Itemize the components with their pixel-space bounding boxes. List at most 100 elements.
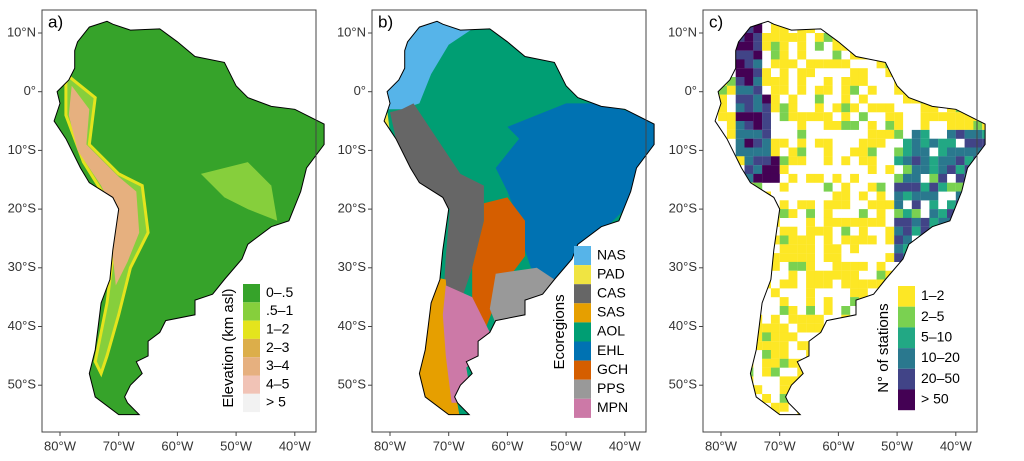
station-cell <box>744 173 754 183</box>
station-cell <box>947 129 956 139</box>
station-cell <box>823 253 833 262</box>
station-cell <box>788 147 798 157</box>
station-cell <box>973 147 983 157</box>
legend-swatch <box>898 327 915 349</box>
station-cell <box>823 279 833 289</box>
station-cell <box>744 314 754 324</box>
station-cell <box>920 261 930 271</box>
station-cell <box>894 129 904 139</box>
station-cell <box>911 173 921 183</box>
station-cell <box>858 279 868 289</box>
station-cell <box>929 209 939 218</box>
station-cell <box>955 288 965 298</box>
station-cell <box>806 235 815 245</box>
station-cell <box>885 235 895 245</box>
region <box>442 285 490 403</box>
station-cell <box>911 261 921 271</box>
station-cell <box>718 323 727 333</box>
station-cell <box>788 270 798 280</box>
station-cell <box>841 235 851 245</box>
station-cell <box>876 261 886 271</box>
y-tick-label: 20°S <box>8 201 37 216</box>
station-cell <box>841 121 851 130</box>
y-tick-label: 0° <box>24 83 36 98</box>
station-cell <box>982 209 986 218</box>
station-cell <box>715 376 719 386</box>
station-cell <box>982 121 986 130</box>
station-cell <box>715 191 719 201</box>
station-cell <box>770 103 780 113</box>
station-cell <box>955 112 965 122</box>
station-cell <box>885 24 895 34</box>
legend-label: 3–4 <box>266 357 290 373</box>
station-cell <box>715 41 719 51</box>
station-cell <box>841 59 851 69</box>
station-cell <box>814 33 824 42</box>
station-cell <box>982 85 986 95</box>
station-cell <box>779 350 789 359</box>
station-cell <box>753 191 763 201</box>
station-cell <box>806 173 815 183</box>
station-cell <box>964 226 974 236</box>
station-cell <box>920 244 930 254</box>
station-cell <box>850 77 859 86</box>
station-cell <box>973 200 983 210</box>
station-cell <box>823 182 833 192</box>
y-tick-label: 50°S <box>338 377 367 392</box>
station-cell <box>841 77 851 86</box>
station-cell <box>947 121 956 130</box>
station-cell <box>779 279 789 289</box>
station-cell <box>788 358 798 368</box>
map-layer <box>384 21 655 415</box>
station-cell <box>744 350 754 359</box>
station-cell <box>823 376 833 386</box>
station-cell <box>814 138 824 148</box>
station-cell <box>929 182 939 192</box>
station-cell <box>964 306 974 315</box>
station-cell <box>814 173 824 183</box>
legend-label: 0–.5 <box>266 284 293 300</box>
station-cell <box>715 94 719 104</box>
station-cell <box>806 270 815 280</box>
station-cell <box>911 147 921 157</box>
station-cell <box>947 261 956 271</box>
station-cell <box>938 217 948 227</box>
station-cell <box>955 297 965 306</box>
station-cell <box>779 77 789 86</box>
station-cell <box>753 138 763 148</box>
station-cell <box>920 59 930 69</box>
station-cell <box>903 217 912 227</box>
station-cell <box>903 147 912 157</box>
station-cell <box>770 59 780 69</box>
station-cell <box>770 332 780 342</box>
station-cell <box>920 191 930 201</box>
station-cell <box>735 41 745 51</box>
station-cell <box>850 103 859 113</box>
station-cell <box>779 235 789 245</box>
station-cell <box>726 121 736 130</box>
station-cell <box>964 332 974 342</box>
station-cell <box>744 323 754 333</box>
station-cell <box>806 279 815 289</box>
station-cell <box>911 411 921 415</box>
station-cell <box>735 182 745 192</box>
station-cell <box>770 156 780 166</box>
station-cell <box>973 191 983 201</box>
station-cell <box>885 121 895 130</box>
station-cell <box>762 147 771 157</box>
region <box>390 103 484 309</box>
station-cell <box>929 24 939 34</box>
station-cell <box>867 138 877 148</box>
station-cell <box>735 59 745 69</box>
station-cell <box>920 147 930 157</box>
station-cell <box>762 217 771 227</box>
station-cell <box>938 156 948 166</box>
station-cell <box>718 165 727 174</box>
legend-title: N° of stations <box>875 303 892 392</box>
station-cell <box>955 306 965 315</box>
station-cell <box>982 129 986 139</box>
station-cell <box>715 68 719 78</box>
station-cell <box>850 68 859 78</box>
station-cell <box>744 217 754 227</box>
station-cell <box>973 226 983 236</box>
